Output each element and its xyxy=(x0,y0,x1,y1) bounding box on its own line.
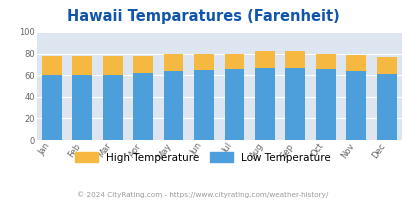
Bar xyxy=(163,54,183,71)
Bar xyxy=(376,57,396,74)
Bar xyxy=(376,74,396,140)
Text: © 2024 CityRating.com - https://www.cityrating.com/weather-history/: © 2024 CityRating.com - https://www.city… xyxy=(77,191,328,198)
Bar xyxy=(133,73,153,140)
Bar xyxy=(72,56,92,75)
Bar xyxy=(345,55,365,71)
Bar xyxy=(194,54,213,70)
Bar xyxy=(42,75,62,140)
Bar xyxy=(224,69,244,140)
Bar xyxy=(285,68,305,140)
Bar xyxy=(285,51,305,68)
Bar xyxy=(254,68,274,140)
Bar xyxy=(345,71,365,140)
Bar xyxy=(133,56,153,73)
Bar xyxy=(163,71,183,140)
Bar xyxy=(72,75,92,140)
Bar xyxy=(254,51,274,68)
Bar xyxy=(102,75,122,140)
Bar xyxy=(315,69,335,140)
Bar xyxy=(315,54,335,69)
Bar xyxy=(42,56,62,75)
Bar xyxy=(224,54,244,69)
Legend: High Temperature, Low Temperature: High Temperature, Low Temperature xyxy=(71,148,334,167)
Text: Hawaii Temparatures (Farenheit): Hawaii Temparatures (Farenheit) xyxy=(66,9,339,24)
Bar xyxy=(102,56,122,75)
Bar xyxy=(194,70,213,140)
